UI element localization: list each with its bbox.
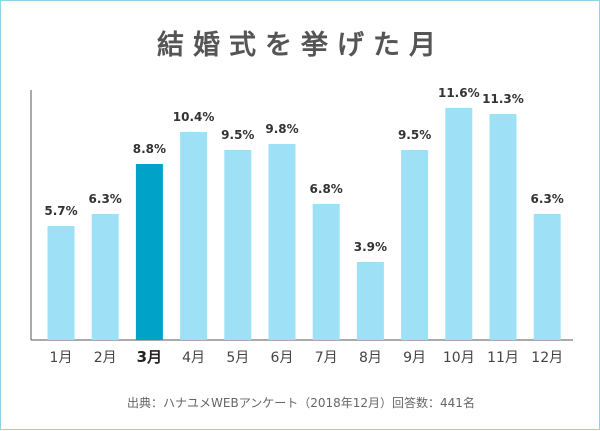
bar-value-label-2: 6.3% (89, 192, 122, 206)
x-tick-label-10: 10月 (443, 350, 475, 366)
bar-value-label-8: 3.9% (354, 240, 387, 254)
bar-4 (180, 132, 208, 340)
bar-value-label-1: 5.7% (44, 204, 77, 218)
x-tick-label-4: 4月 (182, 350, 205, 366)
bar-7 (312, 204, 340, 340)
bar-5 (224, 150, 252, 340)
bar-8 (356, 262, 384, 340)
x-tick-label-12: 12月 (531, 350, 563, 366)
bar-value-label-10: 11.6% (438, 86, 480, 100)
x-tick-label-5: 5月 (226, 350, 249, 366)
bar-value-label-7: 6.8% (310, 182, 343, 196)
bar-value-label-4: 10.4% (173, 110, 215, 124)
bar-9 (401, 150, 429, 340)
x-tick-label-7: 7月 (315, 350, 338, 366)
bar-value-label-3: 8.8% (133, 142, 166, 156)
x-tick-label-9: 9月 (403, 350, 426, 366)
source-note: 出典：ハナユメWEBアンケート（2018年12月）回答数：441名 (127, 396, 475, 410)
chart-title: 結婚式を挙げた月 (157, 30, 445, 61)
x-tick-label-2: 2月 (94, 350, 117, 366)
bar-6 (268, 144, 296, 340)
bar-value-label-12: 6.3% (531, 192, 564, 206)
x-tick-label-6: 6月 (271, 350, 294, 366)
x-tick-label-3: 3月 (137, 348, 162, 366)
bar-value-label-11: 11.3% (482, 92, 524, 106)
bar-value-label-9: 9.5% (398, 128, 431, 142)
x-tick-label-1: 1月 (50, 350, 73, 366)
bar-12 (533, 214, 561, 340)
bar-2 (91, 214, 119, 340)
bar-3 (135, 164, 163, 340)
bar-10 (445, 108, 473, 340)
bar-value-label-5: 9.5% (221, 128, 254, 142)
x-tick-label-11: 11月 (487, 350, 519, 366)
bar-value-label-6: 9.8% (265, 122, 298, 136)
bar-11 (489, 114, 517, 340)
bar-1 (47, 226, 75, 340)
x-tick-label-8: 8月 (359, 350, 382, 366)
